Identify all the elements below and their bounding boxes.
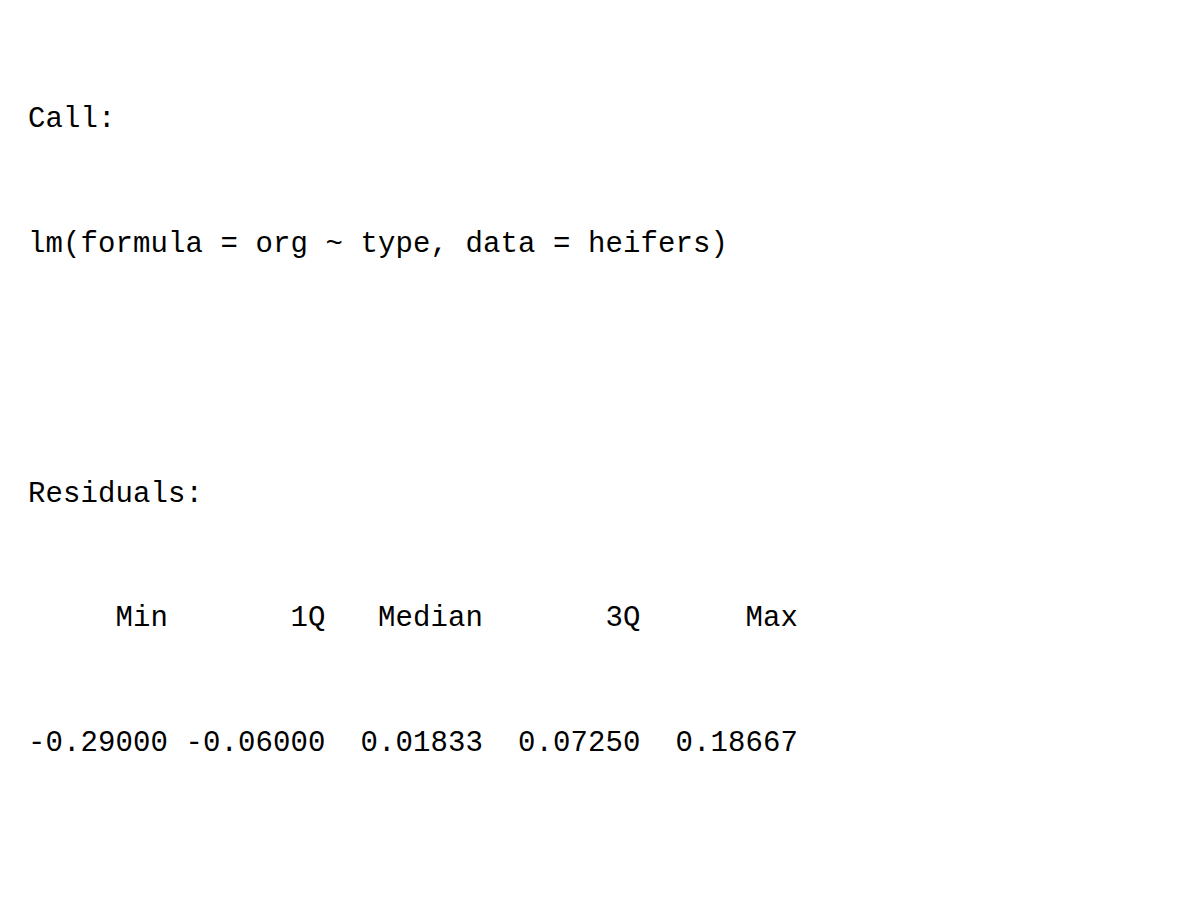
residuals-values: -0.29000 -0.06000 0.01833 0.07250 0.1866… <box>28 723 1192 765</box>
residuals-column-labels: Min 1Q Median 3Q Max <box>28 598 1192 640</box>
blank-line <box>28 349 1192 391</box>
residuals-header: Residuals: <box>28 474 1192 516</box>
call-formula: lm(formula = org ~ type, data = heifers) <box>28 224 1192 266</box>
blank-line <box>28 848 1192 890</box>
call-header: Call: <box>28 99 1192 141</box>
r-model-summary-output: Call: lm(formula = org ~ type, data = he… <box>0 0 1192 908</box>
